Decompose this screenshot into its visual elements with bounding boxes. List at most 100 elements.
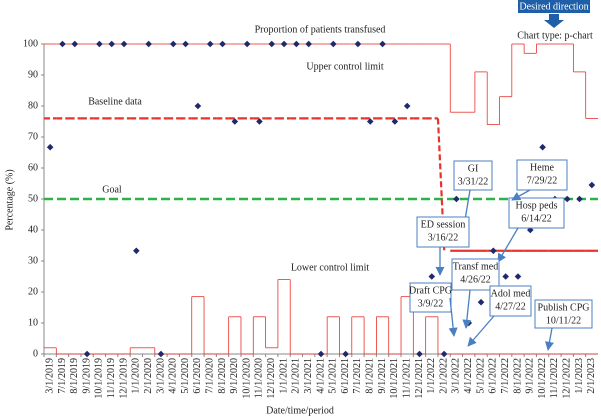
callout-arrow bbox=[511, 189, 531, 201]
callout-text: Hosp peds bbox=[516, 200, 558, 211]
data-point bbox=[453, 195, 460, 203]
x-tick-label: 1/1/2021 bbox=[278, 358, 289, 394]
y-tick-label: 20 bbox=[28, 286, 38, 297]
data-point bbox=[514, 273, 522, 280]
x-tick-label: 7/1/2020 bbox=[204, 358, 215, 394]
data-point bbox=[120, 40, 128, 48]
goal-label: Goal bbox=[102, 184, 122, 195]
y-tick-label: 40 bbox=[28, 224, 38, 235]
x-tick-label: 3/1/2020 bbox=[155, 358, 166, 394]
data-point bbox=[219, 40, 226, 48]
data-point bbox=[366, 118, 374, 125]
x-tick-label: 7/1/2019 bbox=[57, 358, 68, 394]
callout-box bbox=[508, 197, 565, 229]
direction-text: Desired direction bbox=[519, 1, 588, 12]
data-point bbox=[108, 40, 116, 48]
callout-text: GI bbox=[468, 163, 479, 174]
x-tick-label: 7/1/2022 bbox=[500, 358, 511, 394]
callout-text: Draft CPG bbox=[409, 285, 452, 296]
x-tick-label: 8/1/2020 bbox=[217, 358, 228, 394]
data-point bbox=[157, 350, 165, 358]
callout-text: 6/14/22 bbox=[521, 213, 552, 224]
y-tick-label: 70 bbox=[28, 131, 38, 142]
callout-arrow bbox=[467, 315, 495, 347]
x-tick-label: 10/1/2020 bbox=[241, 358, 252, 399]
x-tick-label: 11/1/2022 bbox=[549, 358, 560, 398]
callout-box bbox=[453, 160, 493, 191]
series-label: Baseline data bbox=[88, 96, 142, 107]
x-tick-label: 12/1/2021 bbox=[414, 358, 425, 399]
x-tick-label: 6/1/2020 bbox=[192, 358, 203, 394]
data-point bbox=[477, 298, 485, 306]
callout-box bbox=[451, 258, 500, 291]
chart-title: Proportion of patients transfused bbox=[255, 24, 386, 35]
data-point bbox=[280, 40, 288, 48]
x-tick-label: 3/1/2022 bbox=[451, 358, 462, 394]
x-tick-label: 5/1/2022 bbox=[475, 358, 486, 394]
x-tick-label: 11/1/2019 bbox=[106, 358, 117, 398]
callout-arrow bbox=[448, 297, 458, 337]
data-point bbox=[268, 40, 276, 48]
x-tick-label: 9/1/2020 bbox=[229, 358, 240, 394]
data-point bbox=[96, 40, 103, 48]
data-point bbox=[59, 40, 66, 48]
x-tick-label: 4/1/2021 bbox=[315, 358, 326, 394]
x-tick-label: 1/1/2020 bbox=[131, 358, 142, 394]
x-tick-label: 10/1/2019 bbox=[94, 358, 105, 399]
data-point bbox=[539, 143, 546, 151]
x-tick-label: 2/1/2021 bbox=[291, 358, 302, 394]
x-tick-label: 1/1/2023 bbox=[574, 358, 585, 394]
data-point bbox=[342, 350, 349, 358]
x-tick-label: 8/1/2021 bbox=[365, 358, 376, 394]
data-point bbox=[490, 247, 497, 255]
data-point bbox=[403, 102, 411, 110]
data-point bbox=[305, 40, 312, 48]
data-point bbox=[83, 350, 91, 358]
y-tick-label: 90 bbox=[28, 69, 38, 80]
callout-text: Publish CPG bbox=[538, 302, 590, 313]
x-tick-label: 2/1/2020 bbox=[143, 358, 154, 394]
y-tick-label: 80 bbox=[28, 100, 38, 111]
callout-text: ED session bbox=[421, 219, 466, 230]
data-point bbox=[379, 40, 386, 48]
x-tick-label: 3/1/2021 bbox=[303, 358, 314, 394]
x-tick-label: 10/1/2022 bbox=[537, 358, 548, 399]
data-point bbox=[182, 40, 189, 48]
data-point bbox=[563, 195, 571, 203]
callout-text: 3/16/22 bbox=[428, 232, 459, 243]
callout-text: 3/9/22 bbox=[418, 298, 444, 309]
callout-text: Transf med bbox=[453, 261, 498, 272]
y-axis-title: Percentage (%) bbox=[4, 169, 15, 230]
callout-arrow bbox=[544, 327, 554, 351]
x-tick-label: 12/1/2022 bbox=[562, 358, 573, 399]
y-tick-label: 10 bbox=[28, 317, 38, 328]
callout-text: 7/29/22 bbox=[527, 175, 558, 186]
data-point bbox=[576, 195, 583, 203]
x-tick-label: 4/1/2020 bbox=[168, 358, 179, 394]
callout-arrow bbox=[497, 227, 519, 263]
callout-box bbox=[409, 282, 452, 313]
data-point bbox=[502, 273, 509, 280]
x-tick-label: 1/1/2022 bbox=[426, 358, 437, 394]
data-point bbox=[256, 118, 263, 125]
data-point bbox=[145, 40, 152, 48]
data-point bbox=[46, 143, 54, 151]
data-point bbox=[206, 40, 214, 48]
data-point bbox=[293, 40, 300, 48]
direction-arrow bbox=[544, 14, 564, 28]
data-point bbox=[71, 40, 79, 48]
data-point bbox=[243, 40, 251, 48]
data-point bbox=[330, 40, 337, 48]
direction-box bbox=[518, 0, 590, 13]
x-tick-label: 12/1/2020 bbox=[266, 358, 277, 399]
callout-box bbox=[416, 216, 470, 248]
y-tick-label: 50 bbox=[28, 193, 38, 204]
callout-text: 10/11/22 bbox=[546, 315, 581, 326]
x-tick-label: 5/1/2021 bbox=[328, 358, 339, 394]
chart-type-note: Chart type: p-chart bbox=[517, 30, 593, 41]
x-tick-label: 4/1/2022 bbox=[463, 358, 474, 394]
data-point bbox=[440, 350, 448, 358]
x-tick-label: 9/1/2021 bbox=[377, 358, 388, 394]
